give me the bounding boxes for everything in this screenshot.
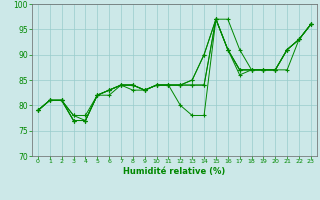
X-axis label: Humidité relative (%): Humidité relative (%): [123, 167, 226, 176]
